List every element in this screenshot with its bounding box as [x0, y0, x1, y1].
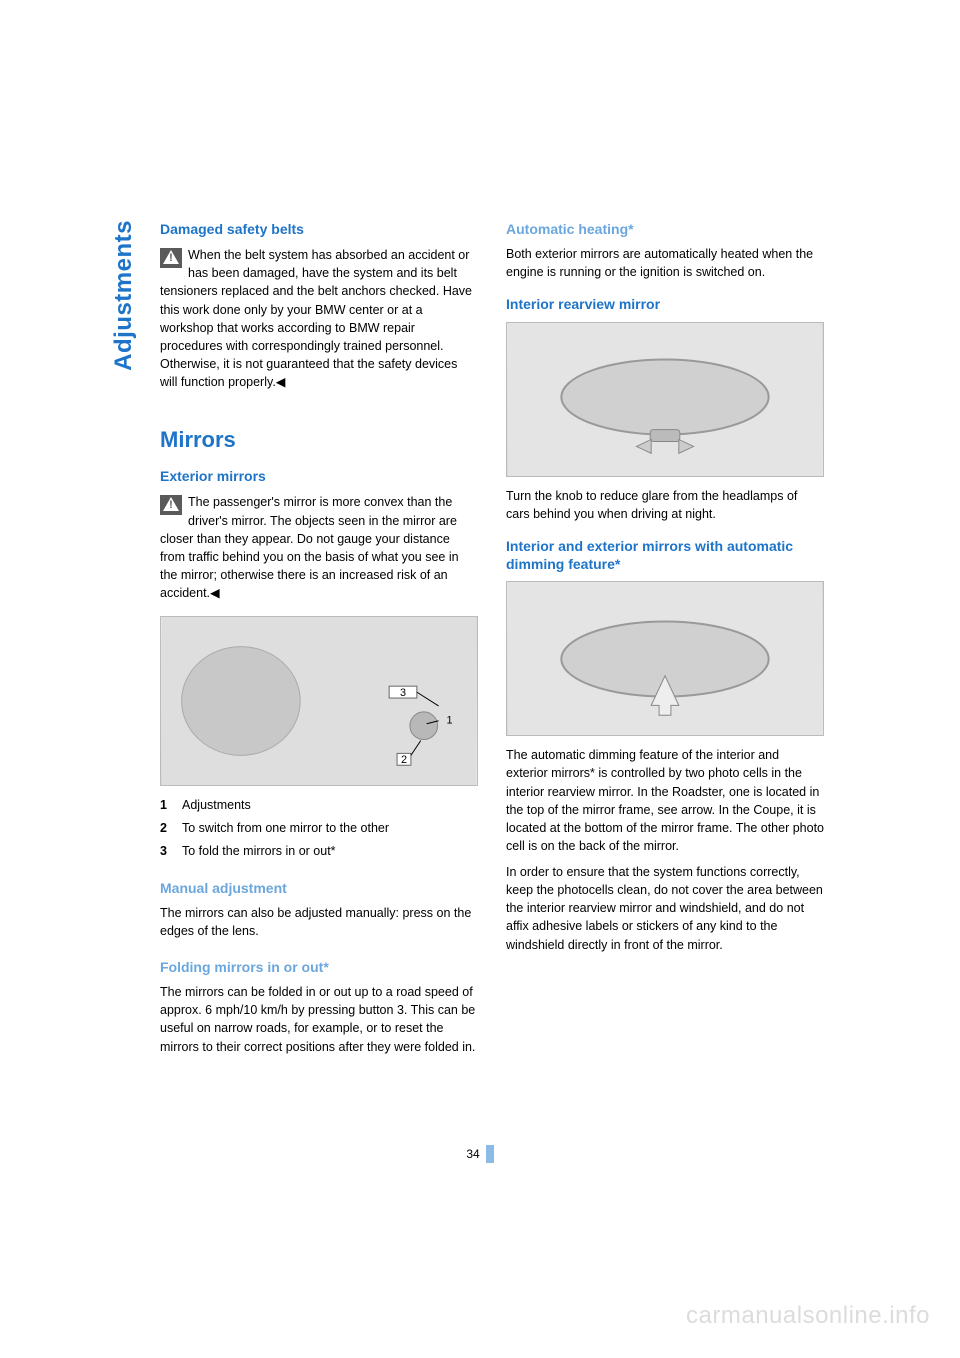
page-content: Damaged safety belts When the belt syste… — [160, 220, 840, 1062]
figure-interior-rearview-mirror — [506, 322, 824, 477]
heading-damaged-safety-belts: Damaged safety belts — [160, 220, 478, 238]
heading-manual-adjustment: Manual adjustment — [160, 879, 478, 897]
heading-auto-dimming: Interior and exterior mirrors with autom… — [506, 537, 824, 573]
legend-text: Adjustments — [182, 796, 251, 814]
page-number-text: 34 — [466, 1147, 479, 1161]
paragraph-folding-mirrors: The mirrors can be folded in or out up t… — [160, 983, 478, 1056]
paragraph-interior-rearview: Turn the knob to reduce glare from the h… — [506, 487, 824, 523]
figure-auto-dimming-mirror — [506, 581, 824, 736]
side-section-label: Adjustments — [110, 220, 138, 371]
paragraph-manual-adjustment: The mirrors can also be adjusted manuall… — [160, 904, 478, 940]
svg-text:1: 1 — [446, 715, 452, 727]
legend-number: 2 — [160, 819, 182, 837]
paragraph-automatic-heating: Both exterior mirrors are automatically … — [506, 245, 824, 281]
figure-legend-item-1: 1 Adjustments — [160, 796, 478, 814]
right-column: Automatic heating* Both exterior mirrors… — [506, 220, 824, 1062]
paragraph-auto-dimming-1: The automatic dimming feature of the int… — [506, 746, 824, 855]
page-number-mark — [486, 1145, 494, 1163]
legend-text: To switch from one mirror to the other — [182, 819, 389, 837]
heading-mirrors: Mirrors — [160, 427, 478, 453]
warning-paragraph: When the belt system has absorbed an acc… — [160, 246, 478, 391]
heading-interior-rearview: Interior rearview mirror — [506, 295, 824, 313]
paragraph-auto-dimming-2: In order to ensure that the system funct… — [506, 863, 824, 954]
warning-text-exterior: The passenger's mirror is more convex th… — [160, 495, 459, 600]
heading-automatic-heating: Automatic heating* — [506, 220, 824, 238]
watermark: carmanualsonline.info — [686, 1302, 930, 1330]
warning-icon — [160, 248, 182, 268]
legend-text: To fold the mirrors in or out* — [182, 842, 336, 860]
figure-exterior-mirror-controls: 3 1 2 — [160, 616, 478, 786]
warning-paragraph-exterior: The passenger's mirror is more convex th… — [160, 493, 478, 602]
page-number: 34 — [0, 1145, 960, 1163]
legend-number: 3 — [160, 842, 182, 860]
heading-exterior-mirrors: Exterior mirrors — [160, 467, 478, 485]
heading-folding-mirrors: Folding mirrors in or out* — [160, 958, 478, 976]
figure-legend-item-2: 2 To switch from one mirror to the other — [160, 819, 478, 837]
legend-number: 1 — [160, 796, 182, 814]
left-column: Damaged safety belts When the belt syste… — [160, 220, 478, 1062]
warning-text: When the belt system has absorbed an acc… — [160, 248, 472, 389]
figure-legend-item-3: 3 To fold the mirrors in or out* — [160, 842, 478, 860]
warning-icon — [160, 495, 182, 515]
svg-text:2: 2 — [401, 754, 407, 766]
svg-text:3: 3 — [400, 687, 406, 699]
